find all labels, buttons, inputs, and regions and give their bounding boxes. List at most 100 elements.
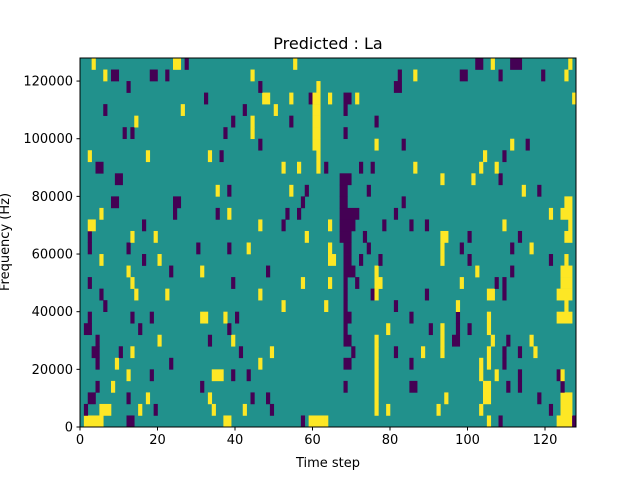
heatmap-cell [440, 173, 445, 186]
x-tick-label: 40 [227, 433, 244, 448]
heatmap-cell [374, 357, 379, 370]
heatmap-cell [95, 380, 100, 393]
heatmap-cell [339, 219, 356, 232]
heatmap-cell [510, 242, 515, 255]
heatmap-cell [165, 69, 170, 82]
heatmap-cell [258, 219, 263, 232]
heatmap-cell [300, 415, 306, 428]
heatmap-cell [343, 265, 356, 278]
heatmap-cell [409, 219, 414, 232]
heatmap-cell [200, 380, 205, 393]
heatmap-cell [219, 150, 224, 163]
heatmap-cell [486, 415, 492, 428]
heatmap-cell [87, 277, 92, 289]
heatmap-cell [114, 357, 120, 370]
heatmap-cell [560, 369, 565, 382]
heatmap-cell [556, 288, 573, 301]
heatmap-cell [506, 380, 511, 393]
heatmap-cell [103, 300, 108, 312]
heatmap-cell [207, 334, 213, 347]
heatmap-cell [324, 415, 329, 428]
heatmap-cell [343, 334, 352, 347]
x-tick-label: 80 [382, 433, 399, 448]
heatmap-cell [378, 254, 383, 266]
heatmap-cell [510, 265, 515, 278]
heatmap-cell [211, 403, 216, 416]
heatmap-cell [231, 277, 236, 289]
heatmap-cell [126, 392, 131, 405]
heatmap-cell [486, 323, 492, 336]
heatmap-cell [386, 403, 391, 416]
heatmap-cell [145, 392, 151, 405]
y-tick-label: 20000 [32, 363, 73, 378]
heatmap-cell [413, 69, 418, 82]
heatmap-cell [235, 311, 240, 324]
heatmap-cell [99, 254, 104, 266]
heatmap-cell [111, 69, 120, 82]
heatmap-cell [289, 184, 294, 197]
heatmap-cell [223, 127, 228, 140]
heatmap-cell [382, 219, 387, 232]
heatmap-cell [138, 403, 143, 416]
heatmap-cell [227, 323, 232, 336]
heatmap-cell [359, 254, 364, 266]
heatmap-cell [440, 242, 445, 255]
heatmap-cell [343, 300, 348, 312]
heatmap-cell [266, 392, 271, 405]
heatmap-cell [564, 69, 569, 82]
heatmap-cell [572, 92, 577, 105]
heatmap-cell [312, 115, 321, 128]
heatmap-cell [328, 219, 333, 232]
heatmap-cell [374, 138, 379, 151]
heatmap-cell [374, 392, 379, 405]
heatmap-cell [142, 219, 147, 232]
y-tick-label: 40000 [32, 305, 73, 320]
heatmap-cell [541, 69, 546, 82]
heatmap-cell [556, 311, 573, 324]
heatmap-cell [242, 403, 247, 416]
heatmap-cell [479, 403, 484, 416]
heatmap-cell [440, 346, 445, 359]
heatmap-cell [343, 242, 352, 255]
heatmap-cell [483, 380, 492, 393]
heatmap-cell [111, 380, 116, 393]
heatmap-cell [529, 242, 534, 255]
heatmap-cell [99, 207, 104, 220]
heatmap-cell [467, 230, 472, 243]
heatmap-cell [204, 92, 209, 105]
x-axis-label: Time step [295, 456, 360, 471]
heatmap-cell [393, 346, 399, 359]
heatmap-cell [83, 403, 89, 416]
heatmap-cell [374, 346, 379, 359]
heatmap-cell [258, 357, 263, 370]
heatmap-cell [486, 357, 492, 370]
heatmap-cell [87, 219, 96, 232]
heatmap-cell [316, 161, 321, 174]
heatmap-cell [242, 104, 247, 116]
heatmap-cell [269, 403, 275, 416]
heatmap-cell [486, 311, 492, 324]
heatmap-cell [258, 138, 263, 151]
heatmap-cell [533, 346, 538, 359]
heatmap-cell [568, 219, 573, 232]
heatmap-cell [103, 104, 108, 116]
heatmap-cell [517, 346, 523, 359]
heatmap-cell [153, 403, 158, 416]
heatmap-cell [393, 81, 402, 93]
heatmap-cell [246, 369, 251, 382]
heatmap-cell [308, 415, 325, 428]
heatmap-cell [281, 300, 286, 312]
heatmap-cell [215, 207, 220, 220]
heatmap-cell [103, 69, 108, 82]
heatmap-cell [560, 392, 573, 405]
heatmap-cell [238, 346, 244, 359]
heatmap-cell [510, 58, 523, 70]
heatmap-cell [285, 207, 290, 220]
heatmap-cell [498, 173, 503, 186]
heatmap-cell [153, 230, 158, 243]
heatmap-cell [165, 288, 170, 301]
heatmap-cell [459, 242, 464, 255]
heatmap-cell [409, 311, 414, 324]
heatmap-cell [95, 161, 104, 174]
heatmap-cell [374, 403, 379, 416]
